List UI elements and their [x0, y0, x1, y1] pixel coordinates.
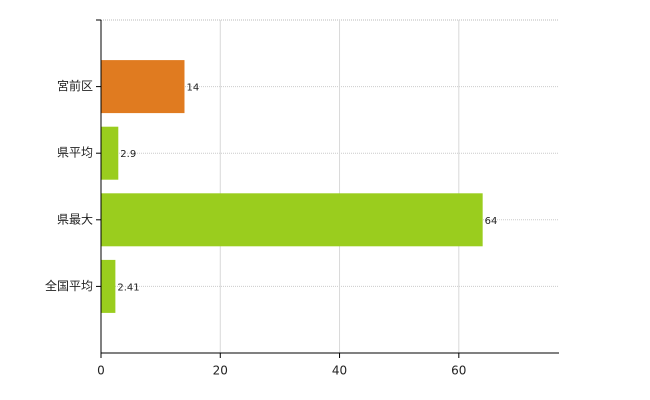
bar	[101, 60, 185, 114]
value-label: 2.9	[120, 149, 136, 160]
y-tick-label: 宮前区	[57, 78, 93, 93]
x-tick-label: 40	[332, 364, 347, 378]
value-label: 2.41	[117, 282, 139, 293]
y-tick-label: 県最大	[57, 212, 93, 226]
x-tick-label: 20	[213, 364, 228, 378]
bar	[101, 259, 116, 313]
y-tick-label: 全国平均	[45, 278, 93, 293]
y-tick-label: 県平均	[57, 146, 93, 160]
x-tick-label: 60	[451, 364, 466, 378]
x-tick-label: 0	[97, 364, 105, 378]
bar	[101, 126, 119, 180]
bar	[101, 193, 483, 247]
value-label: 64	[485, 216, 498, 227]
value-label: 14	[186, 83, 199, 94]
